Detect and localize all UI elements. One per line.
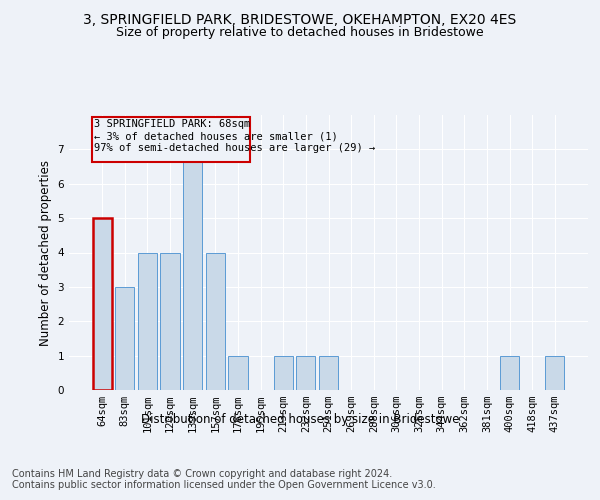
FancyBboxPatch shape	[92, 116, 250, 162]
Text: 3 SPRINGFIELD PARK: 68sqm
← 3% of detached houses are smaller (1)
97% of semi-de: 3 SPRINGFIELD PARK: 68sqm ← 3% of detach…	[94, 120, 376, 152]
Text: 3, SPRINGFIELD PARK, BRIDESTOWE, OKEHAMPTON, EX20 4ES: 3, SPRINGFIELD PARK, BRIDESTOWE, OKEHAMP…	[83, 12, 517, 26]
Text: Contains public sector information licensed under the Open Government Licence v3: Contains public sector information licen…	[12, 480, 436, 490]
Bar	[296, 356, 316, 390]
Bar	[160, 252, 180, 390]
Bar	[183, 150, 202, 390]
Text: Contains HM Land Registry data © Crown copyright and database right 2024.: Contains HM Land Registry data © Crown c…	[12, 469, 392, 479]
Bar	[115, 287, 134, 390]
Bar	[500, 356, 519, 390]
Text: Size of property relative to detached houses in Bridestowe: Size of property relative to detached ho…	[116, 26, 484, 39]
Bar	[319, 356, 338, 390]
Bar	[274, 356, 293, 390]
Bar	[92, 218, 112, 390]
Y-axis label: Number of detached properties: Number of detached properties	[39, 160, 52, 346]
Bar	[545, 356, 565, 390]
Text: Distribution of detached houses by size in Bridestowe: Distribution of detached houses by size …	[141, 412, 459, 426]
Bar	[206, 252, 225, 390]
Bar	[138, 252, 157, 390]
Bar	[229, 356, 248, 390]
